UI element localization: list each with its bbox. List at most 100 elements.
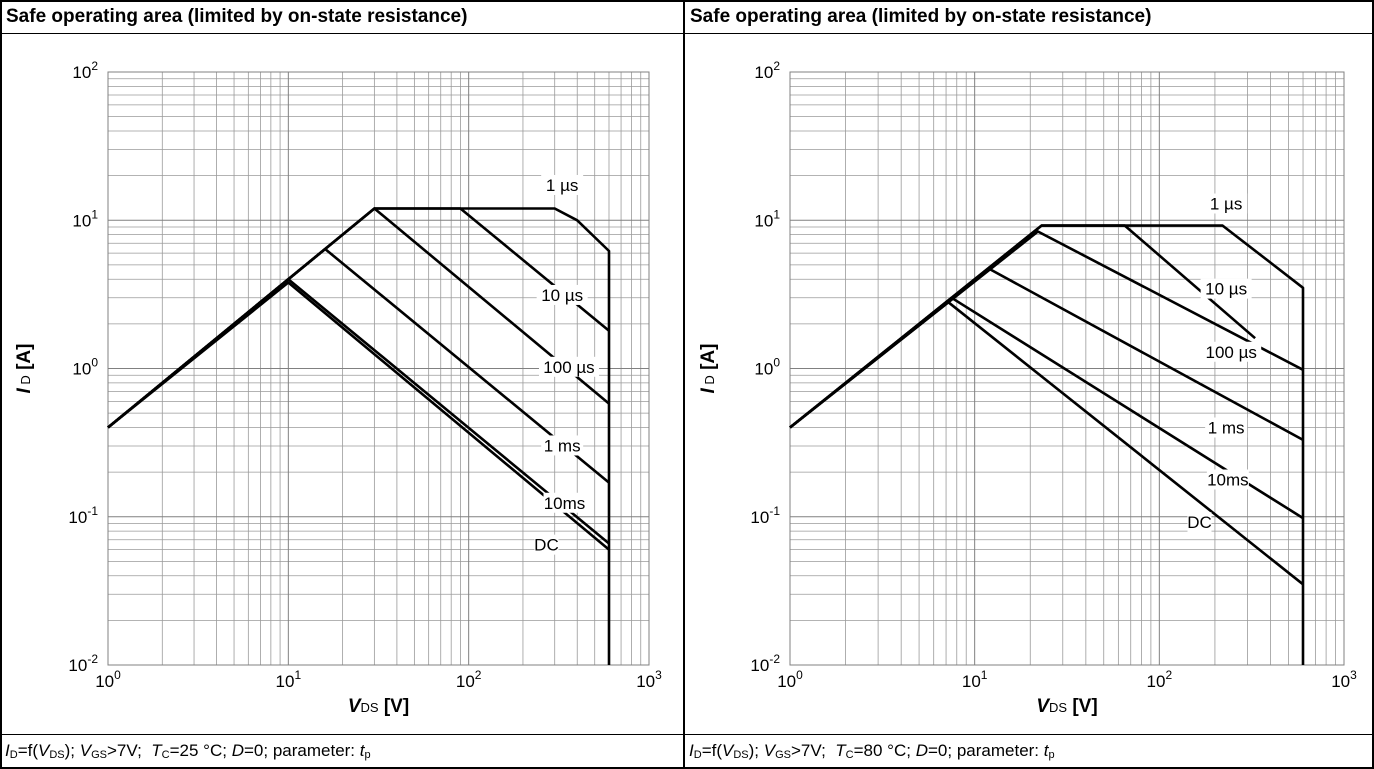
series-label-bg bbox=[541, 435, 584, 456]
cap-eq: =f( bbox=[17, 741, 38, 760]
y-axis-label: I D [A] bbox=[698, 344, 719, 394]
plot-border bbox=[789, 71, 1345, 666]
x-tick-label: 103 bbox=[636, 668, 662, 691]
cap-v-sub: DS bbox=[733, 749, 749, 761]
x-axis-label: VDS [V] bbox=[348, 696, 409, 717]
cap-v-sub: DS bbox=[49, 749, 65, 761]
cap-tp-sub: p bbox=[364, 749, 371, 761]
chart-panel-right: Safe operating area (limited by on-state… bbox=[684, 0, 1374, 769]
series-line bbox=[789, 300, 1304, 586]
plot-border bbox=[107, 71, 650, 666]
cap-id-sub: D bbox=[693, 749, 702, 761]
series-line bbox=[107, 281, 610, 551]
series-label: 10ms bbox=[1207, 471, 1249, 490]
y-tick-label: 101 bbox=[72, 207, 98, 230]
cap-vgs-val: >7V; bbox=[791, 741, 826, 760]
y-tick-label: 10-2 bbox=[750, 652, 780, 675]
plot-area: 100 101 102 103 10-2 10-1 100 101 102 VDS [V] I D … bbox=[0, 34, 684, 734]
series-label: 1 ms bbox=[544, 436, 581, 455]
cap-tc: T bbox=[835, 741, 846, 760]
x-tick-label: 101 bbox=[962, 668, 988, 691]
series-label-bg bbox=[543, 492, 586, 513]
y-tick-label: 102 bbox=[754, 59, 780, 82]
series-label-bg bbox=[538, 356, 599, 377]
cap-tc-sub: C bbox=[845, 749, 854, 761]
y-tick-label: 100 bbox=[754, 356, 780, 379]
y-tick-label: 10-1 bbox=[750, 504, 780, 527]
series-line bbox=[107, 207, 610, 429]
cap-d: D bbox=[231, 741, 244, 760]
cap-vgs-sub: GS bbox=[91, 749, 107, 761]
x-tick-label: 101 bbox=[276, 668, 302, 691]
series-label-bg bbox=[536, 284, 588, 305]
series-label-bg bbox=[534, 534, 559, 555]
y-tick-label: 100 bbox=[72, 356, 98, 379]
y-tick-label: 101 bbox=[754, 207, 780, 230]
panel-divider bbox=[683, 0, 685, 769]
series-label: 1 µs bbox=[1210, 195, 1242, 214]
cap-id: I bbox=[5, 741, 10, 760]
chart-caption: ID=f(VDS); VGS>7V; TC=25 °C; D=0; parame… bbox=[0, 734, 684, 769]
x-tick-label: 103 bbox=[1331, 668, 1357, 691]
y-tick-label: 10-1 bbox=[68, 504, 98, 527]
cap-close: ); bbox=[748, 741, 760, 760]
series-label: DC bbox=[1187, 513, 1212, 532]
series-label-bg bbox=[1205, 193, 1248, 214]
cap-tp-sub: p bbox=[1048, 749, 1055, 761]
series-label-bg bbox=[1201, 341, 1262, 362]
x-tick-label: 100 bbox=[777, 668, 803, 691]
cap-tc-val: =25 °C; bbox=[169, 741, 227, 760]
chart-caption: ID=f(VDS); VGS>7V; TC=80 °C; D=0; parame… bbox=[684, 734, 1374, 769]
cap-id-sub: D bbox=[9, 749, 18, 761]
chart-panel-left: Safe operating area (limited by on-state… bbox=[0, 0, 684, 769]
y-tick-label: 102 bbox=[72, 59, 98, 82]
x-tick-label: 100 bbox=[95, 668, 121, 691]
cap-close: ); bbox=[64, 741, 76, 760]
cap-tc: T bbox=[151, 741, 162, 760]
soa-chart-80c: 100 101 102 103 10-2 10-1 100 101 102 VDS [V] I D … bbox=[698, 59, 1357, 717]
chart-header: Safe operating area (limited by on-state… bbox=[0, 0, 684, 34]
cap-eq: =f( bbox=[701, 741, 722, 760]
x-tick-label: 102 bbox=[1147, 668, 1173, 691]
cap-vgs-val: >7V; bbox=[107, 741, 142, 760]
cap-tc-val: =80 °C; bbox=[853, 741, 911, 760]
chart-title: Safe operating area (limited by on-state… bbox=[6, 6, 468, 27]
y-tick-label: 10-2 bbox=[68, 652, 98, 675]
series-label: 1 µs bbox=[546, 176, 578, 195]
x-tick-label: 102 bbox=[456, 668, 482, 691]
plot-area: 100 101 102 103 10-2 10-1 100 101 102 VDS [V] I D … bbox=[684, 34, 1374, 734]
series-label-bg bbox=[1206, 469, 1249, 490]
cap-vgs-sub: GS bbox=[775, 749, 791, 761]
cap-id: I bbox=[689, 741, 694, 760]
series-label: DC bbox=[534, 536, 559, 555]
cap-tp: t bbox=[359, 741, 365, 760]
chart-title: Safe operating area (limited by on-state… bbox=[690, 6, 1152, 27]
series-label: 1 ms bbox=[1208, 419, 1245, 438]
cap-d-val: =0; parameter: bbox=[244, 741, 356, 760]
series-line bbox=[789, 224, 1256, 429]
cap-d: D bbox=[915, 741, 928, 760]
cap-tc-sub: C bbox=[161, 749, 170, 761]
series-label-bg bbox=[1200, 278, 1252, 299]
soa-chart-25c: 100 101 102 103 10-2 10-1 100 101 102 VDS [V] I D … bbox=[14, 59, 662, 717]
cap-tp: t bbox=[1043, 741, 1049, 760]
series-label: 10 µs bbox=[541, 286, 583, 305]
series-label-bg bbox=[1205, 417, 1248, 438]
chart-header: Safe operating area (limited by on-state… bbox=[684, 0, 1374, 34]
x-axis-label: VDS [V] bbox=[1036, 696, 1097, 717]
cap-vgs: V bbox=[79, 741, 92, 760]
y-axis-label: I D [A] bbox=[14, 344, 35, 394]
series-label: 10 µs bbox=[1205, 280, 1247, 299]
cap-v: V bbox=[38, 741, 50, 760]
grid bbox=[789, 71, 1345, 666]
series-line bbox=[107, 277, 610, 545]
series-label: 100 µs bbox=[543, 358, 594, 377]
series-label-bg bbox=[1187, 512, 1212, 533]
series-label: 10ms bbox=[544, 494, 586, 513]
series-label: 100 µs bbox=[1206, 343, 1257, 362]
cap-v: V bbox=[722, 741, 734, 760]
cap-d-val: =0; parameter: bbox=[928, 741, 1040, 760]
cap-vgs: V bbox=[763, 741, 776, 760]
series-label-bg bbox=[541, 174, 584, 195]
series-line bbox=[107, 207, 610, 429]
